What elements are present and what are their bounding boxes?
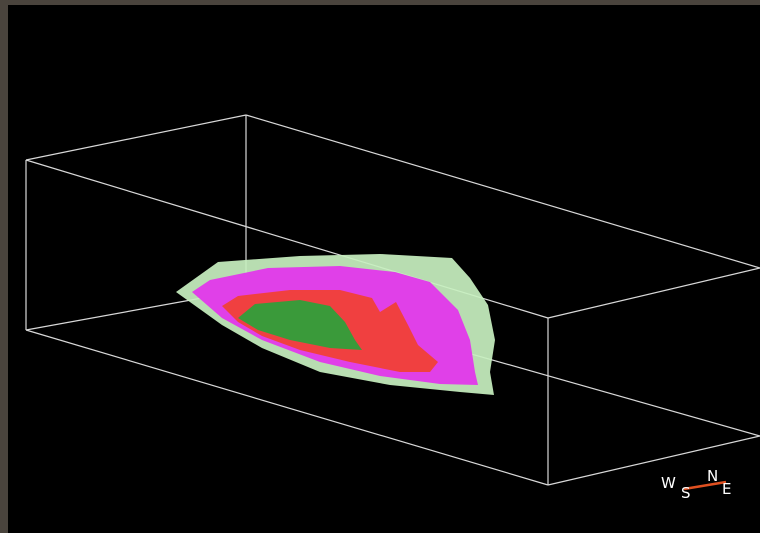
compass-arrow xyxy=(683,480,727,491)
core xyxy=(238,300,362,350)
compass-east: E xyxy=(722,480,731,498)
compass: W S N E xyxy=(661,467,731,502)
ore-body xyxy=(176,254,495,395)
compass-north: N xyxy=(707,467,718,485)
compass-south: S xyxy=(681,484,691,502)
compass-west: W xyxy=(661,474,676,492)
